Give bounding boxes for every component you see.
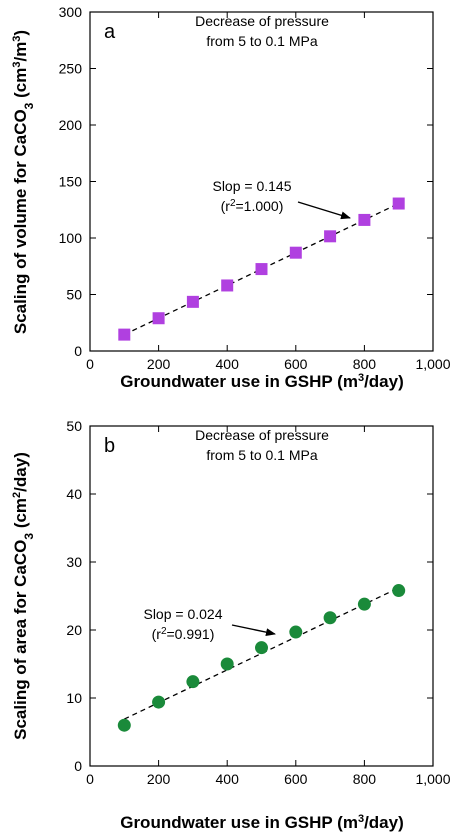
- annotation-arrow-a: [297, 201, 351, 220]
- x-tick-label: 200: [147, 356, 171, 372]
- data-point: [220, 657, 234, 671]
- data-point: [392, 584, 406, 598]
- y-tick-label: 20: [66, 622, 82, 638]
- data-point: [152, 695, 166, 709]
- data-point: [186, 295, 199, 308]
- y-tick-labels-a: 0 50 100 150 200 250 300: [59, 4, 83, 359]
- data-point: [152, 312, 165, 325]
- x-tick-label: 600: [284, 771, 308, 787]
- y-tick-label: 250: [59, 61, 83, 77]
- y-axis-label-a: Scaling of volume for CaCO3 (cm3/m3): [11, 30, 36, 334]
- data-point: [324, 230, 337, 243]
- panel-label-b: b: [104, 435, 115, 457]
- chart-b: 0 10 20 30 40 50 0 200 400 600 800 1,000 b Decreas…: [11, 418, 450, 832]
- y-tick-label: 40: [66, 486, 82, 502]
- x-tick-label: 1,000: [415, 771, 450, 787]
- y-tick-label: 200: [59, 117, 83, 133]
- y-tick-label: 0: [74, 343, 82, 359]
- x-axis-label-a: Groundwater use in GSHP (m3/day): [120, 372, 404, 391]
- x-axis-label-b: Groundwater use in GSHP (m3/day): [120, 813, 404, 832]
- y-tick-labels-b: 0 10 20 30 40 50: [66, 418, 82, 774]
- y-tick-label: 50: [66, 287, 82, 303]
- data-point: [186, 675, 200, 689]
- data-point: [221, 279, 234, 292]
- y-tick-label: 30: [66, 554, 82, 570]
- note-line2-a: from 5 to 0.1 MPa: [206, 33, 317, 49]
- data-point: [323, 611, 337, 625]
- annotation-arrow-b: [231, 624, 276, 637]
- x-tick-label: 800: [353, 771, 377, 787]
- x-tick-label: 400: [216, 771, 240, 787]
- annotation-line1-a: Slop = 0.145: [212, 178, 291, 194]
- x-tick-labels-b: 0 200 400 600 800 1,000: [86, 771, 450, 787]
- y-tick-label: 300: [59, 4, 83, 20]
- data-point: [255, 263, 268, 276]
- data-point: [117, 718, 131, 732]
- y-tick-label: 150: [59, 174, 83, 190]
- x-tick-label: 0: [86, 356, 94, 372]
- tick-marks-a: [89, 11, 434, 352]
- data-point: [289, 246, 302, 259]
- data-point: [289, 625, 303, 639]
- annotation-line2-a: (r2=1.000): [221, 198, 284, 215]
- x-tick-label: 600: [284, 356, 308, 372]
- x-tick-label: 1,000: [415, 356, 450, 372]
- data-points-a: [118, 197, 405, 341]
- y-tick-label: 10: [66, 690, 82, 706]
- annotation-line1-b: Slop = 0.024: [143, 606, 222, 622]
- data-point: [255, 641, 268, 655]
- tick-marks-b: [89, 425, 434, 767]
- note-line1-a: Decrease of pressure: [195, 13, 329, 29]
- x-tick-label: 800: [353, 356, 377, 372]
- y-tick-label: 50: [66, 418, 82, 434]
- x-tick-label: 0: [86, 771, 94, 787]
- plot-frame-b: [89, 425, 434, 767]
- note-line2-b: from 5 to 0.1 MPa: [206, 447, 317, 463]
- panel-label-a: a: [104, 21, 116, 43]
- data-point: [358, 213, 371, 226]
- fit-line-a: [124, 202, 399, 336]
- data-point: [118, 328, 131, 341]
- x-tick-labels-a: 0 200 400 600 800 1,000: [86, 356, 450, 372]
- data-point: [392, 197, 405, 210]
- fit-line-b: [124, 587, 399, 720]
- data-point: [357, 597, 371, 611]
- annotation-line2-b: (r2=0.991): [152, 626, 215, 643]
- y-tick-label: 0: [74, 758, 82, 774]
- x-tick-label: 400: [216, 356, 240, 372]
- y-axis-label-b: Scaling of area for CaCO3 (cm2/day): [11, 452, 36, 740]
- y-tick-label: 100: [59, 230, 83, 246]
- data-points-b: [117, 584, 406, 732]
- x-tick-label: 200: [147, 771, 171, 787]
- note-line1-b: Decrease of pressure: [195, 427, 329, 443]
